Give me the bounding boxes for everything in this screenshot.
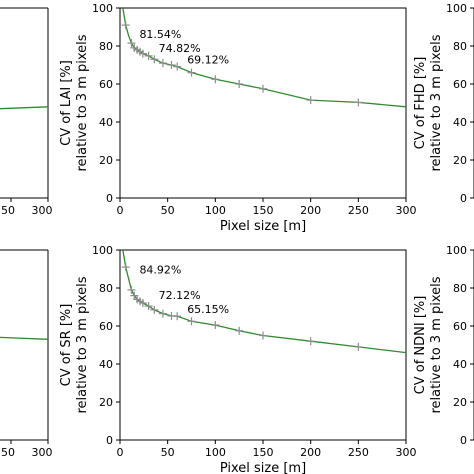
panel6-ytick-label-80: 80 <box>453 282 467 295</box>
panel3-ytick-label-0: 0 <box>460 192 467 205</box>
panel5-ytick-label-0: 0 <box>106 434 113 447</box>
panel5-annotation-2: 72.12% <box>159 289 201 302</box>
panel2-marker-200 <box>306 96 315 105</box>
panel5-marker-75 <box>187 317 196 326</box>
panel5-y-axis-label-line1: CV of SR [%] <box>59 304 74 387</box>
panel5-ytick-label-100: 100 <box>92 244 113 257</box>
panel5-marker-200 <box>306 337 315 346</box>
panel2-marker-54 <box>167 61 176 69</box>
panel3-ytick-label-80: 80 <box>453 40 467 53</box>
panel2-annotation-3: 69.12% <box>187 54 229 67</box>
panel5-annotation-1: 84.92% <box>139 264 181 277</box>
panel5-ytick-label-40: 40 <box>99 358 113 371</box>
panel5-marker-24 <box>138 298 147 307</box>
panel2-marker-60 <box>173 62 182 71</box>
panel6-y-axis-label-line2: relative to 3 m pixels <box>429 276 444 413</box>
panel5-marker-60 <box>173 312 182 321</box>
panel5-xtick-label-250: 250 <box>348 446 369 459</box>
panel2-marker-250 <box>354 98 363 107</box>
panel5-annotation-3: 65.15% <box>187 303 229 316</box>
panel2-y-axis-label-line2: relative to 3 m pixels <box>75 34 90 171</box>
panel2-ytick-label-20: 20 <box>99 154 113 167</box>
panel5-marker-125 <box>235 326 244 335</box>
panel2-marker-45 <box>158 59 167 68</box>
panel2-xtick-label-50: 50 <box>161 204 175 217</box>
panel3-ytick-label-100: 100 <box>446 2 467 15</box>
panel2-xtick-label-150: 150 <box>253 204 274 217</box>
panel2-y-axis-label-line1: CV of LAI [%] <box>59 60 74 146</box>
panel6-ytick-label-100: 100 <box>446 244 467 257</box>
panel2-marker-24 <box>138 49 147 58</box>
panel6-ytick-label-0: 0 <box>460 434 467 447</box>
panel2-annotation-2: 74.82% <box>159 42 201 55</box>
panel2-ytick-label-0: 0 <box>106 192 113 205</box>
panel5-xtick-label-150: 150 <box>253 446 274 459</box>
panel5-axes-frame <box>119 249 407 441</box>
panel3-ytick-label-20: 20 <box>453 154 467 167</box>
panel5-y-axis-label-line2: relative to 3 m pixels <box>75 276 90 413</box>
panel2-marker-150 <box>259 84 267 93</box>
panel2-marker-12 <box>127 39 136 48</box>
panel2-xtick-label-200: 200 <box>300 204 321 217</box>
panel4-xtick-label-b: 300 <box>32 446 53 459</box>
panel5-xtick-label-100: 100 <box>205 446 226 459</box>
panel2-marker-30 <box>144 51 153 60</box>
panel2-series-line <box>122 7 407 108</box>
panel5-ytick-label-60: 60 <box>99 320 113 333</box>
panel5-marker-36 <box>150 305 159 314</box>
panel6-ytick-label-40: 40 <box>453 358 467 371</box>
panel4-xtick-label-a: 50 <box>1 446 15 459</box>
panel2-marker-100 <box>211 75 220 84</box>
panel2-x-axis-label: Pixel size [m] <box>220 219 306 234</box>
panel3-ytick-label-40: 40 <box>453 116 467 129</box>
panel5-marker-30 <box>144 302 153 311</box>
panel5-marker-6 <box>121 263 130 272</box>
panel5-xtick-label-300: 300 <box>396 446 417 459</box>
panel5-ytick-label-20: 20 <box>99 396 113 409</box>
panel2-marker-36 <box>150 55 159 64</box>
panel3-y-axis-label-line2: relative to 3 m pixels <box>429 34 444 171</box>
panel6-ytick-label-20: 20 <box>453 396 467 409</box>
panel2-ytick-label-60: 60 <box>99 78 113 91</box>
panel5-xtick-label-50: 50 <box>161 446 175 459</box>
panel2-ytick-label-40: 40 <box>99 116 113 129</box>
panel1-xtick-label-b: 300 <box>32 204 53 217</box>
panel5-marker-12 <box>127 285 136 294</box>
panel2-ytick-label-80: 80 <box>99 40 113 53</box>
panel2-ytick-label-100: 100 <box>92 2 113 15</box>
panel2-xtick-label-300: 300 <box>396 204 417 217</box>
panel2-annotation-1: 81.54% <box>139 28 181 41</box>
panel2-marker-75 <box>187 68 196 77</box>
panel5-xtick-label-0: 0 <box>117 446 124 459</box>
panel2-marker-125 <box>235 80 244 88</box>
panel2-xtick-label-0: 0 <box>117 204 124 217</box>
panel1-series-line <box>0 106 49 110</box>
panel6-ytick-label-60: 60 <box>453 320 467 333</box>
panel3-ytick-label-60: 60 <box>453 78 467 91</box>
panel2-xtick-label-250: 250 <box>348 204 369 217</box>
panel5-xtick-label-200: 200 <box>300 446 321 459</box>
panel5-marker-150 <box>259 331 267 340</box>
panel1-xtick-label-a: 50 <box>1 204 15 217</box>
panel4-series-line <box>0 336 49 340</box>
panel2-xtick-label-100: 100 <box>205 204 226 217</box>
panel5-marker-250 <box>354 342 363 351</box>
panel5-marker-45 <box>158 309 167 318</box>
panel6-y-axis-label-line1: CV of NDNI [%] <box>413 296 428 395</box>
panel5-x-axis-label: Pixel size [m] <box>220 461 306 474</box>
panel2-marker-6 <box>121 21 130 30</box>
panel5-marker-100 <box>211 321 220 330</box>
panel5-ytick-label-80: 80 <box>99 282 113 295</box>
panel3-y-axis-label-line1: CV of FHD [%] <box>413 57 428 150</box>
